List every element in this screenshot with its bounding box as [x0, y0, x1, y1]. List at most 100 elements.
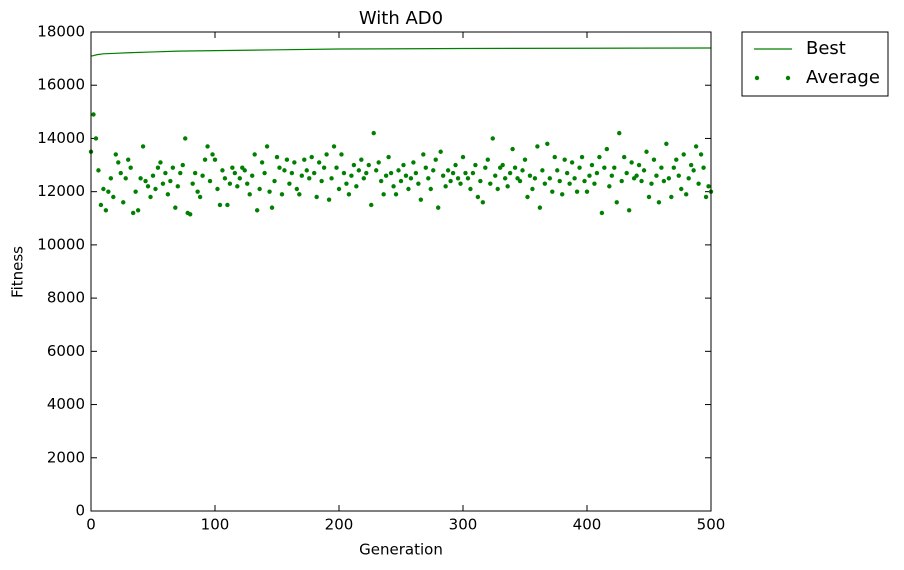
- average-point: [706, 184, 711, 189]
- average-point: [126, 157, 131, 162]
- legend-box: [741, 31, 889, 97]
- average-point: [458, 181, 463, 186]
- average-point: [691, 168, 696, 173]
- average-point: [336, 186, 342, 192]
- average-point: [138, 176, 143, 181]
- average-point: [108, 176, 114, 181]
- average-point: [282, 168, 287, 173]
- y-tick-label: 12000: [37, 182, 85, 200]
- average-point: [287, 181, 292, 186]
- average-point: [383, 173, 389, 178]
- average-point: [155, 165, 161, 170]
- average-point: [393, 192, 399, 197]
- average-point: [460, 154, 466, 160]
- y-tick-label: 14000: [37, 129, 85, 147]
- average-point: [502, 176, 508, 181]
- average-point: [369, 202, 374, 208]
- average-point: [490, 136, 495, 141]
- average-point: [421, 152, 426, 157]
- average-point: [212, 157, 218, 162]
- average-point: [153, 186, 158, 192]
- average-point: [374, 168, 379, 173]
- average-point: [140, 144, 146, 149]
- average-point: [411, 160, 416, 165]
- average-point: [178, 170, 183, 176]
- average-point: [646, 194, 652, 200]
- average-point: [614, 200, 619, 205]
- y-tick-label: 6000: [47, 342, 85, 360]
- average-point: [475, 194, 481, 200]
- average-point: [607, 184, 612, 189]
- average-point: [257, 186, 262, 192]
- average-point: [684, 192, 689, 197]
- average-point: [644, 149, 649, 154]
- average-point: [148, 194, 153, 200]
- average-point: [339, 152, 344, 157]
- average-point: [577, 165, 582, 170]
- average-point: [118, 170, 123, 176]
- average-point: [170, 165, 176, 170]
- x-tick-label: 300: [449, 516, 478, 534]
- average-point: [284, 157, 290, 162]
- average-point: [525, 194, 530, 200]
- average-point: [545, 141, 550, 146]
- average-point: [693, 144, 699, 149]
- average-point: [314, 194, 319, 200]
- average-point: [527, 173, 533, 178]
- average-point: [165, 192, 171, 197]
- legend-swatch: [785, 75, 791, 81]
- average-point: [207, 178, 213, 184]
- average-point: [133, 189, 138, 194]
- average-point: [341, 170, 347, 176]
- average-point: [173, 205, 178, 210]
- average-point: [557, 178, 562, 184]
- average-point: [594, 170, 600, 176]
- average-point: [398, 178, 404, 184]
- average-point: [517, 178, 523, 184]
- average-point: [351, 162, 357, 168]
- average-point: [532, 176, 538, 181]
- average-point: [279, 192, 285, 197]
- average-point: [254, 208, 260, 213]
- average-point: [671, 165, 676, 170]
- average-point: [651, 157, 657, 162]
- average-point: [190, 181, 195, 186]
- average-point: [247, 192, 252, 197]
- average-point: [175, 184, 180, 189]
- average-point: [354, 184, 359, 189]
- average-point: [160, 181, 166, 186]
- average-point: [331, 144, 337, 149]
- average-point: [602, 165, 607, 170]
- y-tick-label: 0: [75, 502, 85, 520]
- average-point: [599, 210, 605, 216]
- legend-label: Best: [806, 38, 846, 59]
- average-point: [210, 152, 215, 157]
- average-point: [309, 154, 314, 160]
- average-point: [378, 178, 384, 184]
- average-point: [200, 173, 205, 178]
- average-point: [356, 168, 362, 173]
- average-point: [445, 168, 451, 173]
- average-point: [232, 170, 238, 176]
- average-point: [123, 176, 128, 181]
- average-point: [304, 168, 309, 173]
- average-point: [582, 178, 587, 184]
- average-point: [225, 202, 230, 208]
- average-point: [455, 176, 461, 181]
- average-point: [272, 178, 277, 184]
- legend-swatch: [754, 75, 760, 81]
- average-point: [299, 173, 304, 178]
- average-point: [542, 181, 548, 186]
- average-point: [192, 170, 198, 176]
- average-point: [406, 186, 411, 192]
- average-point: [91, 112, 96, 117]
- average-point: [659, 165, 664, 170]
- average-point: [470, 170, 476, 176]
- average-point: [130, 210, 136, 216]
- average-point: [698, 152, 704, 157]
- average-point: [507, 170, 513, 176]
- average-point: [103, 208, 109, 213]
- average-point: [440, 173, 446, 178]
- average-point: [366, 162, 371, 168]
- average-point: [579, 154, 585, 160]
